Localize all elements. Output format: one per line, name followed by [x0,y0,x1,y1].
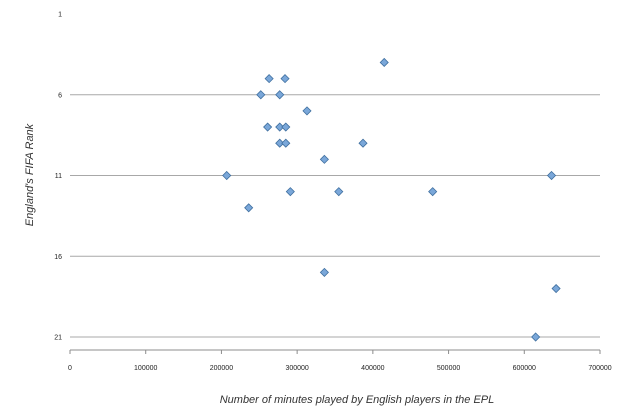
x-tick-label: 500000 [437,365,460,372]
data-point [280,74,290,84]
y-tick-label: 1 [58,12,62,19]
y-tick-label: 21 [54,335,62,342]
x-axis-title: Number of minutes played by English play… [220,394,495,406]
data-point [334,187,344,197]
x-axis [69,349,601,354]
data-points [222,57,561,342]
data-point [244,203,254,213]
data-point [302,106,312,116]
y-tick-label: 16 [54,254,62,261]
x-tick-label: 100000 [134,365,157,372]
data-point [379,57,389,68]
data-point [285,187,295,197]
data-point [531,332,541,342]
data-point [275,122,285,132]
x-tick-label: 0 [68,365,72,372]
y-tick-label: 6 [58,92,62,99]
data-point [275,138,285,148]
x-tick-label: 700000 [588,365,611,372]
x-tick-label: 600000 [513,365,536,372]
x-tick-labels: 0 100000 200000 300000 400000 500000 600000 700… [68,365,612,372]
data-point [275,90,285,100]
data-point [546,170,557,181]
data-point [551,283,561,294]
x-tick-label: 200000 [210,365,233,372]
x-tick-label: 400000 [361,365,384,372]
data-point [281,138,291,148]
data-point [319,154,329,164]
data-point [256,90,266,100]
data-point [428,187,438,197]
data-point [358,138,368,148]
y-tick-label: 11 [55,173,62,180]
data-point [263,122,273,132]
x-tick-label: 300000 [285,365,308,372]
data-point [281,122,291,132]
gridlines [70,94,600,338]
data-point [222,170,232,181]
data-point [264,74,274,84]
data-point [319,267,329,277]
y-axis-title: England's FIFA Rank [24,123,36,226]
